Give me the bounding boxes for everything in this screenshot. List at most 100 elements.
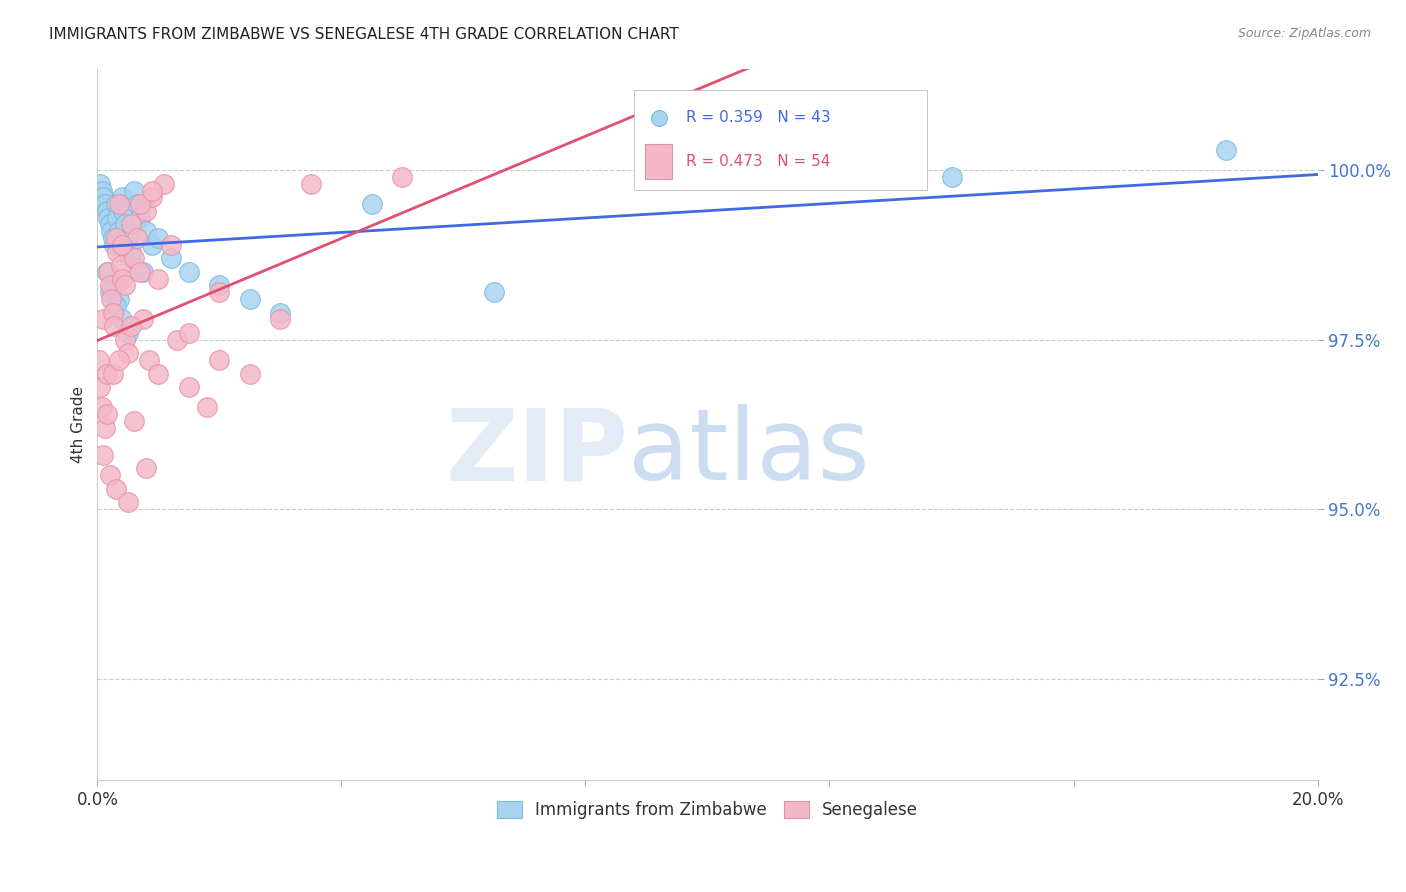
Point <box>141 237 163 252</box>
Point <box>100 292 122 306</box>
Text: IMMIGRANTS FROM ZIMBABWE VS SENEGALESE 4TH GRADE CORRELATION CHART: IMMIGRANTS FROM ZIMBABWE VS SENEGALESE 4… <box>49 27 679 42</box>
Point <box>941 169 963 184</box>
Point <box>122 414 145 428</box>
Point <box>89 177 111 191</box>
Point <box>135 203 157 218</box>
Point <box>239 292 262 306</box>
Point <box>93 197 115 211</box>
Point <box>125 197 148 211</box>
Point <box>391 169 413 184</box>
Point <box>159 237 181 252</box>
Point <box>104 197 127 211</box>
Point <box>177 326 200 340</box>
FancyBboxPatch shape <box>634 90 927 189</box>
Point <box>1215 143 1237 157</box>
Point <box>90 401 112 415</box>
Y-axis label: 4th Grade: 4th Grade <box>72 386 86 463</box>
Point <box>104 299 127 313</box>
Point <box>132 265 155 279</box>
Point <box>141 190 163 204</box>
Point <box>129 211 152 225</box>
Point <box>105 244 128 259</box>
Point <box>141 184 163 198</box>
Point <box>111 237 134 252</box>
Point <box>111 190 134 204</box>
Point <box>120 218 142 232</box>
Point <box>107 353 129 368</box>
Point <box>239 367 262 381</box>
Bar <box>645 144 672 179</box>
Point <box>135 224 157 238</box>
Point <box>269 305 291 319</box>
Point <box>107 224 129 238</box>
Text: R = 0.473   N = 54: R = 0.473 N = 54 <box>686 154 830 169</box>
Point <box>159 252 181 266</box>
Point <box>117 231 139 245</box>
Point <box>96 367 118 381</box>
Point <box>148 367 170 381</box>
Point <box>111 203 134 218</box>
Point <box>89 353 111 368</box>
Point <box>93 190 115 204</box>
Point <box>132 312 155 326</box>
Point <box>120 319 142 334</box>
Point <box>299 177 322 191</box>
Point <box>105 211 128 225</box>
Point <box>111 271 134 285</box>
Point <box>129 265 152 279</box>
Point <box>91 184 114 198</box>
Point <box>101 231 124 245</box>
Point <box>208 278 231 293</box>
Point <box>177 265 200 279</box>
Point <box>269 312 291 326</box>
Point <box>111 312 134 326</box>
Point <box>361 197 384 211</box>
Point <box>97 211 120 225</box>
Point <box>93 448 115 462</box>
Point <box>101 305 124 319</box>
Point <box>101 278 124 293</box>
Point <box>120 244 142 259</box>
Point <box>100 224 122 238</box>
Point <box>114 333 136 347</box>
Point <box>107 197 129 211</box>
Point <box>104 482 127 496</box>
Point <box>177 380 200 394</box>
Point <box>122 184 145 198</box>
Point <box>98 278 121 293</box>
Point <box>117 326 139 340</box>
Point <box>93 421 115 435</box>
Point <box>89 380 111 394</box>
Point <box>114 278 136 293</box>
Point <box>166 333 188 347</box>
Point <box>117 495 139 509</box>
Point <box>138 353 160 368</box>
Point <box>101 367 124 381</box>
Point <box>98 468 121 483</box>
Point <box>98 285 121 300</box>
Point <box>125 231 148 245</box>
Point <box>114 218 136 232</box>
Text: R = 0.359   N = 43: R = 0.359 N = 43 <box>686 111 830 125</box>
Point <box>107 292 129 306</box>
Point <box>148 231 170 245</box>
Point <box>135 461 157 475</box>
Text: ZIP: ZIP <box>446 404 628 501</box>
Point <box>110 237 132 252</box>
Point <box>195 401 218 415</box>
Point <box>103 237 125 252</box>
Point <box>93 312 115 326</box>
Point <box>97 265 120 279</box>
Legend: Immigrants from Zimbabwe, Senegalese: Immigrants from Zimbabwe, Senegalese <box>491 794 925 825</box>
Point <box>120 252 142 266</box>
Point <box>96 265 118 279</box>
Point <box>153 177 176 191</box>
Point <box>103 319 125 334</box>
Point <box>208 353 231 368</box>
Point <box>122 252 145 266</box>
Text: atlas: atlas <box>628 404 870 501</box>
Point <box>117 346 139 360</box>
Point <box>148 271 170 285</box>
Point <box>482 285 505 300</box>
Point <box>104 231 127 245</box>
